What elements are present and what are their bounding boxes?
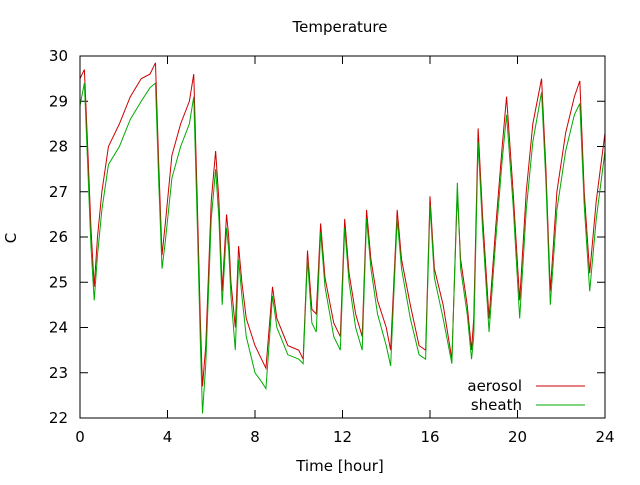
series-line-sheath (79, 82, 606, 414)
y-tick-label: 22 (49, 409, 68, 427)
y-tick-label: 27 (49, 183, 68, 201)
legend-label-sheath: sheath (471, 396, 522, 414)
series-lines (79, 62, 606, 414)
y-tick-label: 30 (49, 47, 68, 65)
legend-label-aerosol: aerosol (467, 377, 522, 395)
plot-frame (79, 55, 606, 419)
x-tick-label: 20 (508, 428, 527, 446)
x-axis-label: Time [hour] (295, 457, 384, 475)
y-tick-label: 29 (49, 92, 68, 110)
legend: aerosol sheath (467, 377, 585, 414)
y-tick-label: 25 (49, 273, 68, 291)
x-tick-label: 8 (250, 428, 260, 446)
y-tick-label: 23 (49, 364, 68, 382)
x-tick-label: 24 (595, 428, 614, 446)
y-tick-label: 24 (49, 319, 68, 337)
series-line-aerosol (79, 62, 606, 387)
x-tick-label: 0 (75, 428, 85, 446)
x-tick-label: 4 (163, 428, 173, 446)
x-tick-label: 12 (333, 428, 352, 446)
y-tick-label: 28 (49, 138, 68, 156)
y-axis-label: C (2, 233, 20, 243)
x-tick-label: 16 (420, 428, 439, 446)
chart-title: Temperature (291, 18, 387, 36)
y-tick-label: 26 (49, 228, 68, 246)
